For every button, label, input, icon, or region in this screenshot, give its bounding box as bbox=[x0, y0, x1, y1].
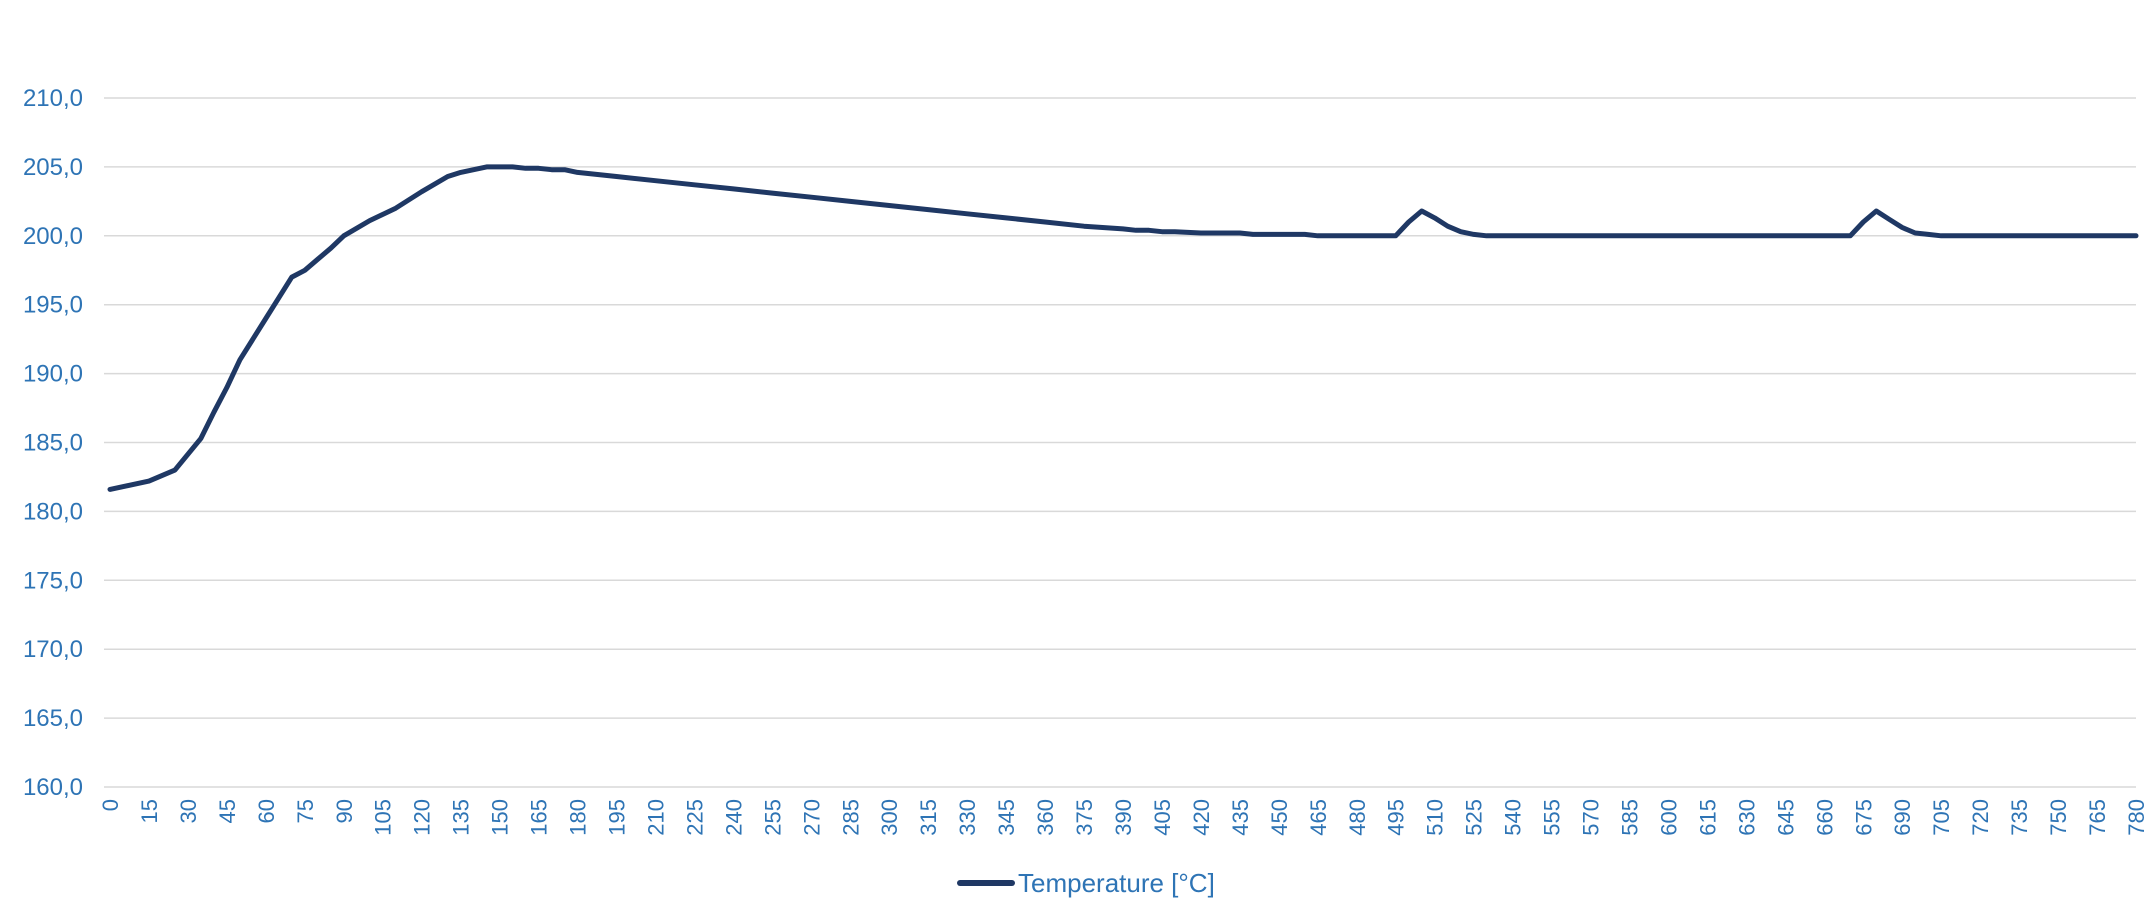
x-tick-label: 675 bbox=[1851, 799, 1876, 836]
x-tick-label: 435 bbox=[1228, 799, 1253, 836]
x-tick-label: 525 bbox=[1462, 799, 1487, 836]
x-tick-label: 390 bbox=[1111, 799, 1136, 836]
y-tick-label: 165,0 bbox=[23, 705, 83, 732]
x-tick-label: 240 bbox=[721, 799, 746, 836]
x-tick-label: 45 bbox=[215, 799, 240, 823]
x-tick-label: 165 bbox=[527, 799, 552, 836]
x-tick-label: 720 bbox=[1968, 799, 1993, 836]
x-tick-label: 270 bbox=[799, 799, 824, 836]
legend: Temperature [°C] bbox=[957, 868, 1215, 898]
x-tick-label: 120 bbox=[410, 799, 435, 836]
y-tick-label: 190,0 bbox=[23, 361, 83, 388]
x-tick-label: 645 bbox=[1773, 799, 1798, 836]
x-tick-label: 135 bbox=[449, 799, 474, 836]
x-tick-label: 630 bbox=[1734, 799, 1759, 836]
y-tick-label: 175,0 bbox=[23, 567, 83, 594]
x-tick-label: 60 bbox=[254, 799, 279, 823]
y-tick-label: 200,0 bbox=[23, 223, 83, 250]
x-tick-label: 180 bbox=[566, 799, 591, 836]
x-tick-label: 150 bbox=[488, 799, 513, 836]
x-tick-label: 210 bbox=[643, 799, 668, 836]
x-tick-label: 300 bbox=[877, 799, 902, 836]
y-tick-label: 170,0 bbox=[23, 636, 83, 663]
x-tick-label: 375 bbox=[1072, 799, 1097, 836]
x-tick-label: 750 bbox=[2046, 799, 2071, 836]
x-tick-label: 15 bbox=[137, 799, 162, 823]
x-tick-label: 405 bbox=[1150, 799, 1175, 836]
x-tick-label: 105 bbox=[371, 799, 396, 836]
x-tick-label: 195 bbox=[605, 799, 630, 836]
y-tick-label: 160,0 bbox=[23, 774, 83, 801]
y-tick-label: 185,0 bbox=[23, 430, 83, 457]
x-tick-label: 555 bbox=[1540, 799, 1565, 836]
x-tick-label: 90 bbox=[332, 799, 357, 823]
x-tick-label: 315 bbox=[916, 799, 941, 836]
x-tick-label: 480 bbox=[1345, 799, 1370, 836]
gridlines bbox=[104, 97, 2136, 788]
x-tick-label: 765 bbox=[2085, 799, 2110, 836]
x-tick-label: 660 bbox=[1812, 799, 1837, 836]
x-tick-label: 450 bbox=[1267, 799, 1292, 836]
y-axis-tick-labels: 160,0 165,0 170,0 175,0 180,0 185,0 190,0 195,0… bbox=[23, 85, 83, 801]
series-layer bbox=[107, 164, 2139, 492]
x-tick-label: 735 bbox=[2007, 799, 2032, 836]
x-tick-label: 585 bbox=[1618, 799, 1643, 836]
x-tick-label: 510 bbox=[1423, 799, 1448, 836]
x-tick-label: 225 bbox=[682, 799, 707, 836]
x-tick-label: 285 bbox=[838, 799, 863, 836]
x-tick-label: 330 bbox=[955, 799, 980, 836]
x-tick-label: 600 bbox=[1656, 799, 1681, 836]
y-tick-label: 210,0 bbox=[23, 85, 83, 112]
legend-label-temperature: Temperature [°C] bbox=[1018, 868, 1215, 898]
x-tick-label: 360 bbox=[1033, 799, 1058, 836]
x-tick-label: 615 bbox=[1695, 799, 1720, 836]
x-tick-label: 0 bbox=[98, 799, 123, 811]
x-tick-label: 465 bbox=[1306, 799, 1331, 836]
x-tick-label: 420 bbox=[1189, 799, 1214, 836]
y-tick-label: 180,0 bbox=[23, 498, 83, 525]
series-line-temperature bbox=[107, 164, 2139, 492]
x-tick-label: 495 bbox=[1384, 799, 1409, 836]
x-tick-label: 780 bbox=[2124, 799, 2149, 836]
y-tick-label: 195,0 bbox=[23, 292, 83, 319]
x-axis-tick-labels: 0 15 30 45 60 75 90 105 120 135 150 165 180 195 210 225… bbox=[98, 799, 2149, 836]
x-tick-label: 705 bbox=[1929, 799, 1954, 836]
y-tick-label: 205,0 bbox=[23, 154, 83, 181]
x-tick-label: 255 bbox=[760, 799, 785, 836]
x-tick-label: 75 bbox=[293, 799, 318, 823]
x-tick-label: 690 bbox=[1890, 799, 1915, 836]
x-tick-label: 345 bbox=[994, 799, 1019, 836]
x-tick-label: 570 bbox=[1579, 799, 1604, 836]
x-tick-label: 540 bbox=[1501, 799, 1526, 836]
x-tick-label: 30 bbox=[176, 799, 201, 823]
